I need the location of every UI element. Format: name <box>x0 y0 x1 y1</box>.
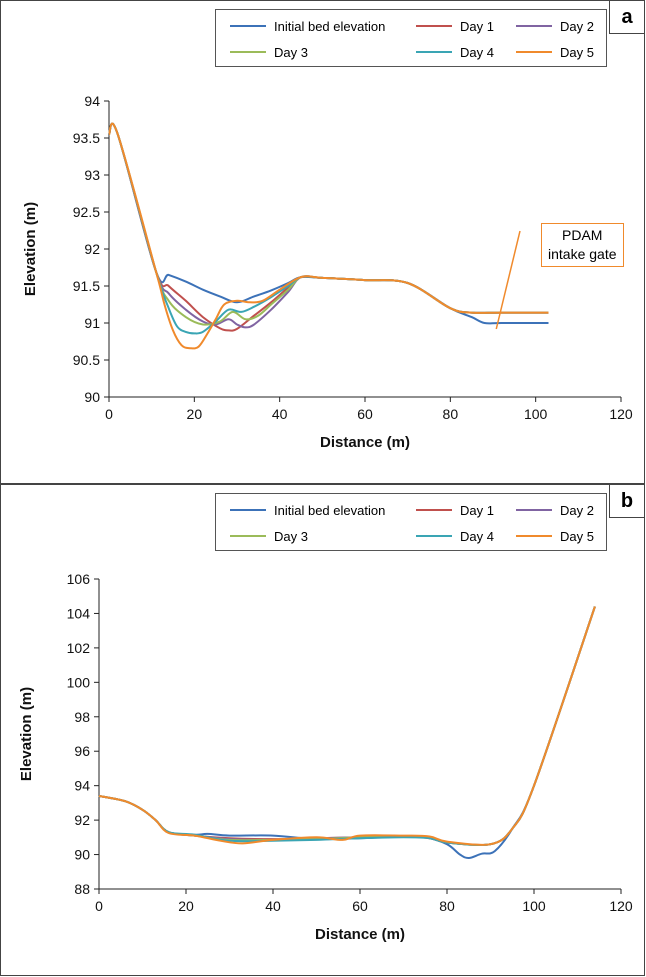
x-axis-title: Distance (m) <box>320 434 410 451</box>
legend-swatch <box>230 535 266 537</box>
legend-swatch <box>416 51 452 53</box>
chart-panel-a: Initial bed elevation Day 1 Day 2 Day 3 … <box>0 0 645 484</box>
series-line <box>98 606 596 847</box>
legend-label: Day 5 <box>560 528 594 544</box>
series-line <box>98 606 596 847</box>
legend-label: Day 2 <box>560 18 594 34</box>
legend-item: Day 2 <box>516 500 594 520</box>
legend-item: Day 1 <box>416 16 494 36</box>
x-tick-label: 20 <box>178 898 194 914</box>
y-tick-label: 92 <box>74 812 90 828</box>
x-tick-label: 100 <box>522 898 546 914</box>
legend-swatch <box>230 25 266 27</box>
y-tick-label: 93 <box>84 167 100 183</box>
y-axis-title: Elevation (m) <box>18 687 35 781</box>
legend-item: Day 4 <box>416 526 494 546</box>
legend-swatch <box>516 535 552 537</box>
y-tick-label: 94 <box>84 93 100 109</box>
y-tick-label: 102 <box>67 640 91 656</box>
legend-swatch <box>516 51 552 53</box>
legend-label: Day 4 <box>460 44 494 60</box>
legend-item: Day 5 <box>516 526 594 546</box>
y-tick-label: 104 <box>67 605 91 621</box>
legend-swatch <box>416 535 452 537</box>
legend-swatch <box>516 509 552 511</box>
y-tick-label: 91 <box>84 315 100 331</box>
legend-item: Day 3 <box>230 42 308 62</box>
series-line <box>108 122 549 325</box>
legend-item: Day 4 <box>416 42 494 62</box>
y-tick-label: 90.5 <box>73 352 100 368</box>
legend-item: Day 2 <box>516 16 594 36</box>
legend-item: Day 1 <box>416 500 494 520</box>
chart-b: 88 90 92 94 96 98 100 102 104 106 0 20 40 60 80 100 120 D… <box>18 571 633 943</box>
series-line <box>108 122 549 350</box>
legend-item: Day 3 <box>230 526 308 546</box>
y-tick-label: 90 <box>74 847 90 863</box>
legend: Initial bed elevation Day 1 Day 2 Day 3 … <box>215 493 607 551</box>
y-tick-label: 91.5 <box>73 278 100 294</box>
x-tick-label: 0 <box>105 406 113 422</box>
x-tick-label: 20 <box>187 406 203 422</box>
legend-swatch <box>416 25 452 27</box>
chart-panel-b: Initial bed elevation Day 1 Day 2 Day 3 … <box>0 484 645 976</box>
y-tick-label: 93.5 <box>73 130 100 146</box>
legend-swatch <box>230 51 266 53</box>
series-line <box>98 606 596 847</box>
x-tick-label: 40 <box>272 406 288 422</box>
legend-swatch <box>416 509 452 511</box>
series-line <box>98 606 596 846</box>
legend-label: Day 2 <box>560 502 594 518</box>
y-tick-label: 98 <box>74 709 90 725</box>
x-tick-label: 40 <box>265 898 281 914</box>
x-tick-label: 80 <box>439 898 455 914</box>
x-tick-label: 60 <box>352 898 368 914</box>
y-tick-label: 106 <box>67 571 91 587</box>
legend-label: Initial bed elevation <box>274 18 386 34</box>
x-tick-label: 100 <box>524 406 548 422</box>
y-tick-label: 94 <box>74 778 90 794</box>
y-axis-title: Elevation (m) <box>22 202 39 296</box>
y-tick-label: 90 <box>84 389 100 405</box>
series-line <box>108 122 549 329</box>
legend-item: Day 5 <box>516 42 594 62</box>
series-line <box>108 122 549 326</box>
panel-label: a <box>609 1 644 34</box>
legend-item: Initial bed elevation <box>230 16 385 36</box>
legend-label: Day 5 <box>560 44 594 60</box>
legend-label: Day 3 <box>274 528 308 544</box>
legend-label: Day 3 <box>274 44 308 60</box>
annotation-leader <box>495 230 521 330</box>
series-line <box>108 122 549 335</box>
legend-swatch <box>516 25 552 27</box>
x-tick-label: 120 <box>609 898 633 914</box>
x-tick-label: 60 <box>357 406 373 422</box>
legend-label: Initial bed elevation <box>274 502 386 518</box>
x-tick-label: 80 <box>443 406 459 422</box>
x-tick-label: 0 <box>95 898 103 914</box>
annotation-text: intake gate <box>548 246 617 262</box>
series-line <box>98 606 596 860</box>
y-tick-label: 100 <box>67 674 91 690</box>
series-line <box>98 606 596 847</box>
legend-label: Day 1 <box>460 18 494 34</box>
legend: Initial bed elevation Day 1 Day 2 Day 3 … <box>215 9 607 67</box>
x-axis-title: Distance (m) <box>315 926 405 943</box>
annotation-text: PDAM <box>562 227 603 243</box>
legend-label: Day 1 <box>460 502 494 518</box>
annotation-box: PDAM intake gate <box>541 223 624 267</box>
legend-label: Day 4 <box>460 528 494 544</box>
legend-item: Initial bed elevation <box>230 500 385 520</box>
x-tick-label: 120 <box>609 406 633 422</box>
y-tick-label: 96 <box>74 743 90 759</box>
y-tick-label: 92 <box>84 241 100 257</box>
panel-label: b <box>609 485 644 518</box>
legend-swatch <box>230 509 266 511</box>
y-tick-label: 92.5 <box>73 204 100 220</box>
chart-a: 90 90.5 91 91.5 92 92.5 93 93.5 94 0 20 40 60 80 100 12… <box>22 93 633 451</box>
y-tick-label: 88 <box>74 881 90 897</box>
